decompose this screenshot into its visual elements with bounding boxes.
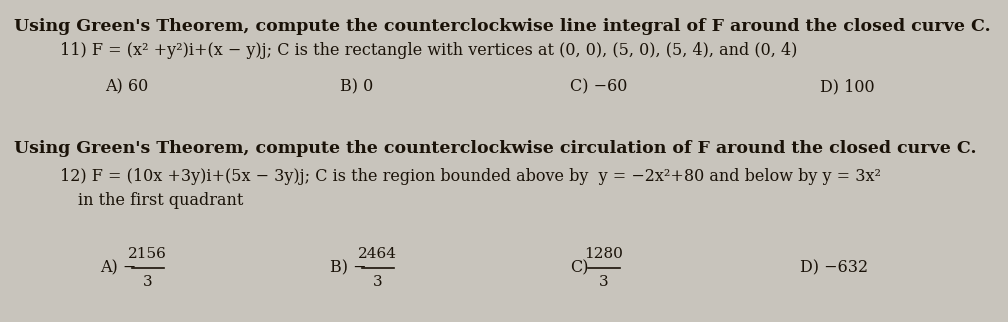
Text: Using Green's Theorem, compute the counterclockwise circulation of F around the : Using Green's Theorem, compute the count… xyxy=(14,140,977,157)
Text: D) 100: D) 100 xyxy=(820,78,875,95)
Text: A) 60: A) 60 xyxy=(105,78,148,95)
Text: 3: 3 xyxy=(373,275,382,289)
Text: 3: 3 xyxy=(143,275,152,289)
Text: B) 0: B) 0 xyxy=(340,78,373,95)
Text: A) −: A) − xyxy=(100,260,136,277)
Text: in the first quadrant: in the first quadrant xyxy=(78,192,243,209)
Text: 12) F = (10x +3y)i+(5x − 3y)j; C is the region bounded above by  y = −2x²+80 and: 12) F = (10x +3y)i+(5x − 3y)j; C is the … xyxy=(60,168,881,185)
Text: 1280: 1280 xyxy=(585,247,623,261)
Text: 11) F = (x² +y²)i+(x − y)j; C is the rectangle with vertices at (0, 0), (5, 0), : 11) F = (x² +y²)i+(x − y)j; C is the rec… xyxy=(60,42,797,59)
Text: C): C) xyxy=(570,260,589,277)
Text: Using Green's Theorem, compute the counterclockwise line integral of F around th: Using Green's Theorem, compute the count… xyxy=(14,18,991,35)
Text: 2464: 2464 xyxy=(358,247,397,261)
Text: D) −632: D) −632 xyxy=(800,260,868,277)
Text: 3: 3 xyxy=(599,275,609,289)
Text: 2156: 2156 xyxy=(128,247,167,261)
Text: C) −60: C) −60 xyxy=(570,78,627,95)
Text: B) −: B) − xyxy=(330,260,367,277)
